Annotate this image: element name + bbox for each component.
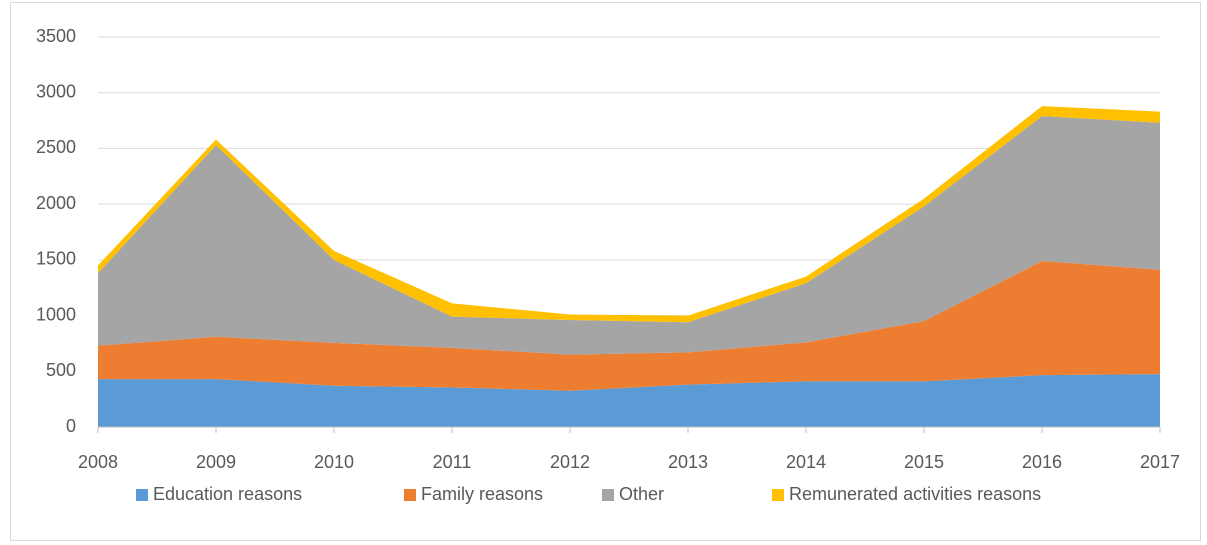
legend-label: Family reasons [421,484,543,504]
y-tick-label: 1000 [36,304,76,324]
y-tick-label: 3500 [36,26,76,46]
x-tick-label: 2010 [314,452,354,472]
legend-label: Other [619,484,664,504]
legend-swatch [404,489,416,501]
area [98,106,1160,323]
x-tick-label: 2011 [433,452,472,472]
area [98,374,1160,427]
x-tick-label: 2015 [904,452,944,472]
legend-swatch [602,489,614,501]
area [98,116,1160,355]
y-tick-label: 0 [66,416,76,436]
x-tick-label: 2013 [668,452,708,472]
y-tick-label: 2000 [36,193,76,213]
y-tick-label: 500 [46,360,76,380]
y-tick-label: 3000 [36,81,76,101]
legend-swatch [136,489,148,501]
y-tick-label: 1500 [36,249,76,269]
x-tick-label: 2009 [196,452,236,472]
x-tick-label: 2008 [78,452,118,472]
y-tick-label: 2500 [36,137,76,157]
x-tick-label: 2017 [1140,452,1180,472]
x-tick-label: 2014 [786,452,826,472]
area [98,260,1160,391]
legend-label: Remunerated activities reasons [789,484,1041,504]
legend-swatch [772,489,784,501]
legend-label: Education reasons [153,484,302,504]
x-tick-label: 2012 [550,452,590,472]
x-tick-label: 2016 [1022,452,1062,472]
